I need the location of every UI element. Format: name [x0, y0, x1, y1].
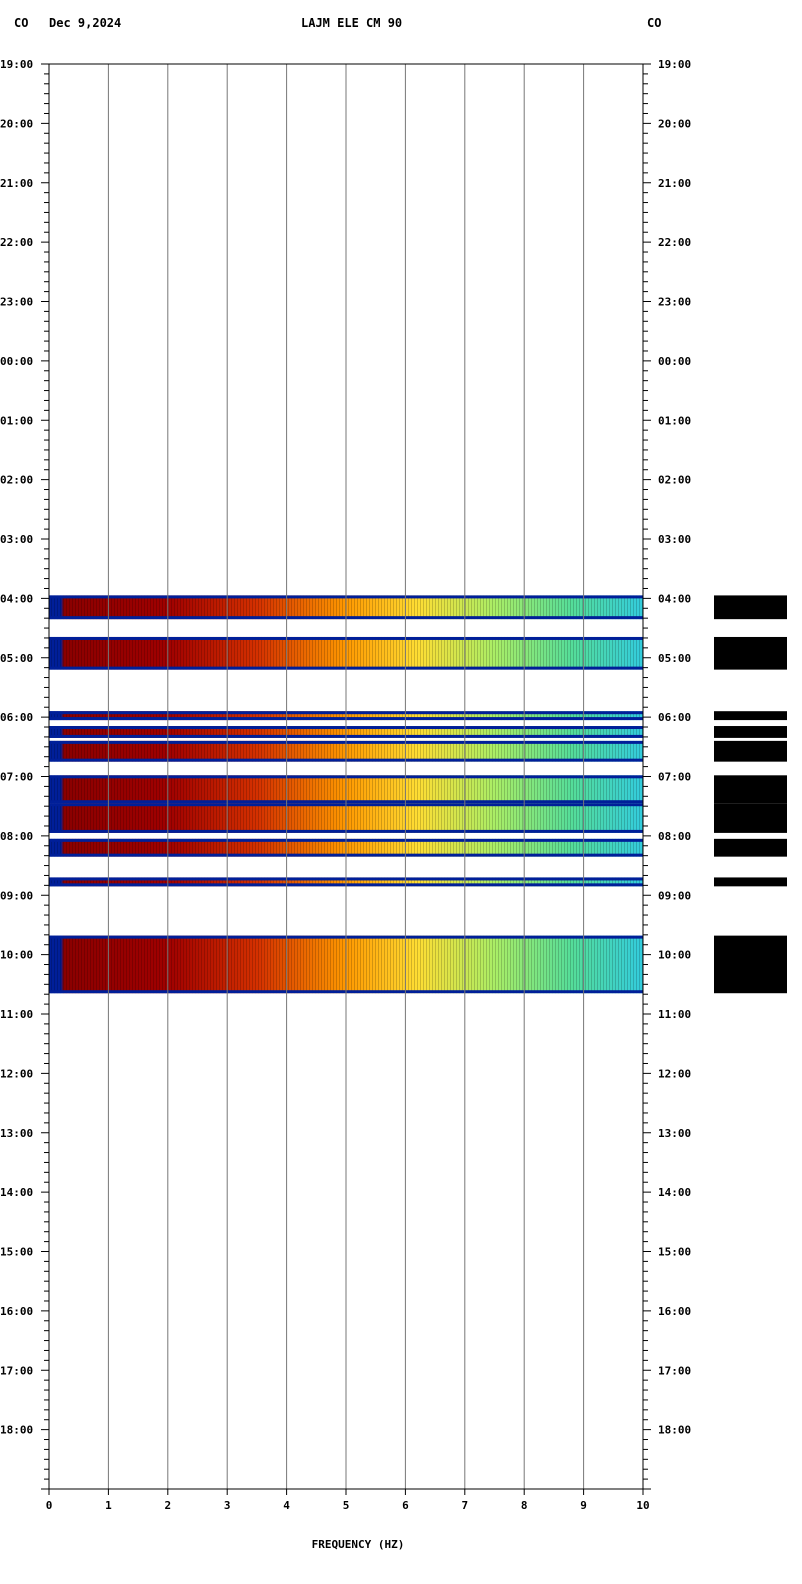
left-network-code: CO [14, 16, 29, 30]
y-tick-right-18: 13:00 [658, 1127, 691, 1140]
y-tick-right-21: 16:00 [658, 1305, 691, 1318]
trace-bar-0 [714, 595, 787, 620]
trace-bar-4 [714, 740, 787, 762]
y-tick-right-22: 17:00 [658, 1364, 691, 1377]
trace-bar-2 [714, 711, 787, 721]
y-tick-left-13: 08:00 [0, 830, 33, 843]
station-title: LAJM ELE CM 90 [301, 16, 403, 30]
y-tick-left-3: 22:00 [0, 236, 33, 249]
y-tick-left-4: 23:00 [0, 296, 33, 309]
y-tick-right-15: 10:00 [658, 949, 691, 962]
x-tick-2: 2 [164, 1499, 171, 1512]
y-tick-right-12: 07:00 [658, 771, 691, 784]
y-tick-left-23: 18:00 [0, 1424, 33, 1437]
y-tick-left-19: 14:00 [0, 1186, 33, 1199]
x-tick-9: 9 [580, 1499, 587, 1512]
x-tick-6: 6 [402, 1499, 409, 1512]
y-tick-right-0: 19:00 [658, 58, 691, 71]
trace-bar-6 [714, 803, 787, 833]
trace-bar-5 [714, 775, 787, 804]
y-tick-right-16: 11:00 [658, 1008, 691, 1021]
y-tick-left-18: 13:00 [0, 1127, 33, 1140]
y-tick-left-17: 12:00 [0, 1067, 33, 1080]
y-tick-left-14: 09:00 [0, 889, 33, 902]
trace-bar-3 [714, 726, 787, 738]
trace-bar-9 [714, 935, 787, 994]
y-tick-right-7: 02:00 [658, 474, 691, 487]
y-tick-right-14: 09:00 [658, 889, 691, 902]
y-tick-right-13: 08:00 [658, 830, 691, 843]
y-tick-right-20: 15:00 [658, 1246, 691, 1259]
date-label: Dec 9,2024 [49, 16, 122, 30]
x-tick-10: 10 [636, 1499, 649, 1512]
y-tick-right-1: 20:00 [658, 117, 691, 130]
y-tick-left-20: 15:00 [0, 1246, 33, 1259]
y-tick-left-12: 07:00 [0, 771, 33, 784]
y-tick-right-23: 18:00 [658, 1424, 691, 1437]
y-tick-right-17: 12:00 [658, 1067, 691, 1080]
trace-bar-8 [714, 877, 787, 887]
y-tick-left-5: 00:00 [0, 355, 33, 368]
y-tick-right-6: 01:00 [658, 414, 691, 427]
x-tick-3: 3 [224, 1499, 231, 1512]
y-tick-right-11: 06:00 [658, 711, 691, 724]
x-tick-0: 0 [46, 1499, 53, 1512]
trace-bar-7 [714, 838, 787, 857]
y-tick-left-16: 11:00 [0, 1008, 33, 1021]
trace-bar-1 [714, 636, 787, 670]
y-tick-right-19: 14:00 [658, 1186, 691, 1199]
x-tick-1: 1 [105, 1499, 112, 1512]
x-tick-8: 8 [521, 1499, 528, 1512]
y-tick-left-22: 17:00 [0, 1364, 33, 1377]
y-tick-left-7: 02:00 [0, 474, 33, 487]
y-tick-left-11: 06:00 [0, 711, 33, 724]
y-tick-left-8: 03:00 [0, 533, 33, 546]
y-tick-left-1: 20:00 [0, 117, 33, 130]
x-tick-4: 4 [283, 1499, 290, 1512]
y-tick-right-2: 21:00 [658, 177, 691, 190]
y-tick-right-8: 03:00 [658, 533, 691, 546]
y-tick-left-15: 10:00 [0, 949, 33, 962]
y-tick-left-2: 21:00 [0, 177, 33, 190]
y-tick-right-10: 05:00 [658, 652, 691, 665]
y-tick-right-4: 23:00 [658, 296, 691, 309]
y-tick-left-9: 04:00 [0, 592, 33, 605]
y-tick-left-6: 01:00 [0, 414, 33, 427]
y-tick-right-9: 04:00 [658, 592, 691, 605]
y-tick-right-5: 00:00 [658, 355, 691, 368]
y-tick-left-10: 05:00 [0, 652, 33, 665]
x-tick-5: 5 [343, 1499, 350, 1512]
x-axis-label: FREQUENCY (HZ) [312, 1538, 405, 1551]
right-network-code: CO [647, 16, 662, 30]
x-tick-7: 7 [461, 1499, 468, 1512]
y-tick-left-0: 19:00 [0, 58, 33, 71]
y-tick-left-21: 16:00 [0, 1305, 33, 1318]
y-tick-right-3: 22:00 [658, 236, 691, 249]
